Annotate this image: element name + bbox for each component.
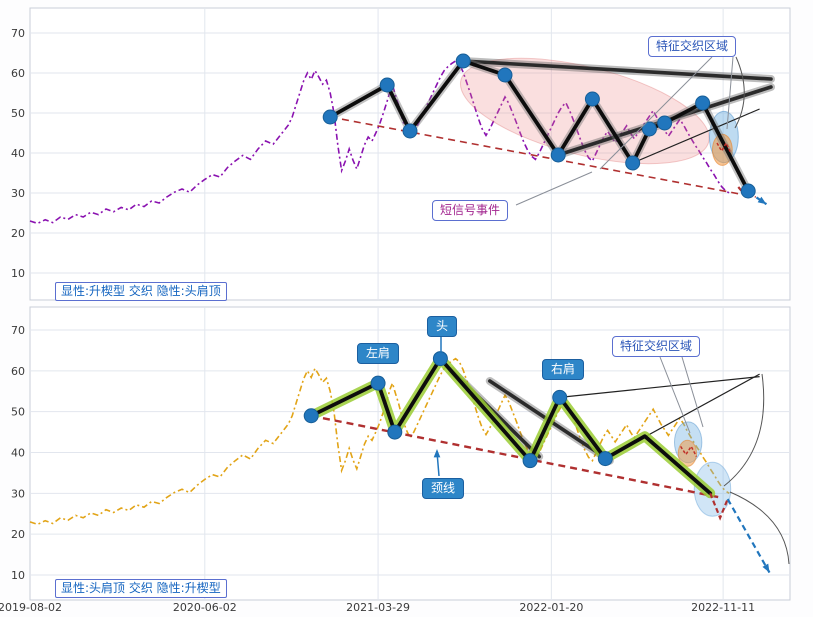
svg-text:2021-03-29: 2021-03-29 xyxy=(346,601,410,614)
svg-text:2019-08-02: 2019-08-02 xyxy=(0,601,62,614)
svg-text:2022-01-20: 2022-01-20 xyxy=(519,601,583,614)
svg-text:10: 10 xyxy=(11,267,25,280)
svg-text:50: 50 xyxy=(11,406,25,419)
svg-text:2022-11-11: 2022-11-11 xyxy=(691,601,755,614)
svg-text:60: 60 xyxy=(11,67,25,80)
svg-text:70: 70 xyxy=(11,324,25,337)
svg-text:20: 20 xyxy=(11,227,25,240)
left-shoulder-label: 左肩 xyxy=(357,343,400,364)
svg-text:50: 50 xyxy=(11,107,25,120)
top-pattern-caption: 显性:升楔型 交织 隐性:头肩顶 xyxy=(55,282,227,301)
svg-text:30: 30 xyxy=(11,187,25,200)
svg-text:40: 40 xyxy=(11,447,25,460)
svg-text:60: 60 xyxy=(11,365,25,378)
top-interweave-zone-label: 特征交织区域 xyxy=(648,36,737,57)
svg-text:20: 20 xyxy=(11,528,25,541)
neckline-label: 颈线 xyxy=(422,478,465,499)
svg-text:30: 30 xyxy=(11,487,25,500)
head-label: 头 xyxy=(427,316,458,337)
svg-text:70: 70 xyxy=(11,27,25,40)
right-shoulder-label: 右肩 xyxy=(542,359,585,380)
bottom-interweave-zone-label: 特征交织区域 xyxy=(612,336,701,357)
bottom-pattern-caption: 显性:头肩顶 交织 隐性:升楔型 xyxy=(55,579,227,598)
svg-text:10: 10 xyxy=(11,569,25,582)
svg-text:40: 40 xyxy=(11,147,25,160)
short-signal-event-label: 短信号事件 xyxy=(432,200,509,221)
svg-text:2020-06-02: 2020-06-02 xyxy=(173,601,237,614)
